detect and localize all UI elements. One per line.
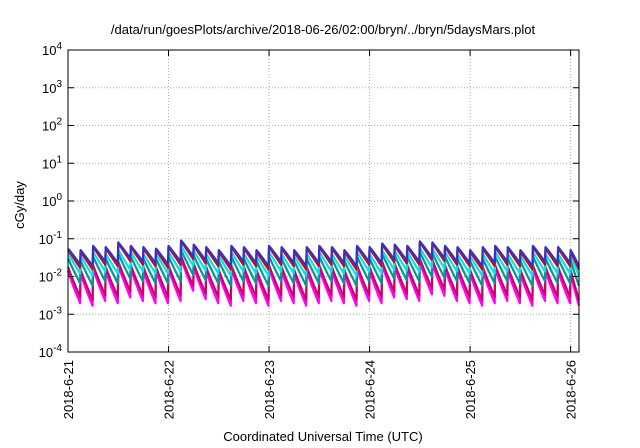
x-tick-label: 2018-6-24 — [363, 360, 378, 419]
x-tick-label: 2018-6-25 — [463, 360, 478, 419]
x-axis-label: Coordinated Universal Time (UTC) — [223, 429, 422, 444]
x-tick-label: 2018-6-26 — [564, 360, 579, 419]
y-tick-label: 100 — [42, 192, 62, 209]
y-tick-label: 10-4 — [39, 343, 63, 360]
y-tick-label: 10-3 — [39, 305, 63, 322]
series-line-6 — [67, 239, 580, 268]
chart-title: /data/run/goesPlots/archive/2018-06-26/0… — [111, 22, 536, 37]
x-tick-label: 2018-6-22 — [162, 360, 177, 419]
x-tick-label: 2018-6-21 — [61, 360, 76, 419]
x-tick-label: 2018-6-23 — [262, 360, 277, 419]
grid — [68, 50, 579, 352]
plot-series-group — [66, 239, 581, 307]
y-tick-label: 102 — [42, 117, 62, 134]
y-axis: 10-4 10-3 10-2 10-1 100 101 102 103 104 — [39, 41, 579, 360]
y-axis-label: cGy/day — [12, 181, 27, 229]
y-tick-label: 10-2 — [39, 268, 63, 285]
y-tick-label: 103 — [42, 79, 62, 96]
y-tick-label: 101 — [42, 154, 62, 171]
x-axis: 2018-6-21 2018-6-22 2018-6-23 2018-6-24 2018… — [61, 50, 579, 419]
y-tick-label: 10-1 — [39, 230, 63, 247]
y-tick-label: 104 — [42, 41, 62, 58]
